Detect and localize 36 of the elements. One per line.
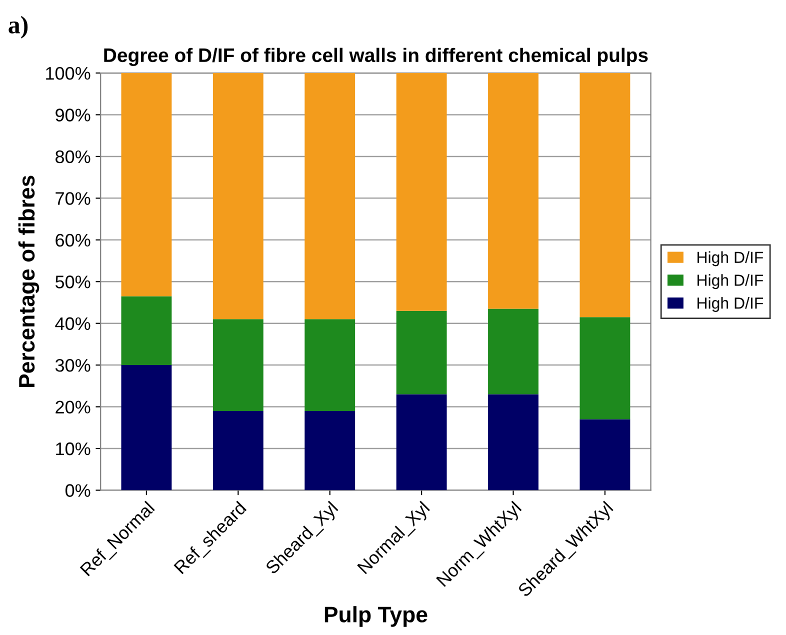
bar: [580, 73, 630, 318]
y-tick-label: 20%: [56, 400, 90, 414]
y-tick-label: 70%: [56, 192, 90, 205]
bar: [396, 73, 447, 311]
bar: [212, 73, 264, 320]
y-tick-label: 60%: [56, 234, 90, 247]
bar: [304, 73, 356, 320]
bar: [121, 73, 172, 296]
legend-label: High D/IF: [698, 251, 764, 266]
y-tick-label: 100%: [46, 66, 90, 80]
y-tick-label: 10%: [56, 442, 90, 456]
y-tick-label: 90%: [56, 108, 90, 122]
legend-label: High D/IF: [698, 297, 764, 312]
bar: [396, 310, 447, 394]
y-tick-label: 30%: [55, 358, 90, 372]
bar: [121, 296, 172, 366]
y-tick-label: 50%: [55, 276, 90, 288]
y-axis-title: Percentage of fibres: [18, 176, 40, 387]
bar: [121, 365, 172, 490]
bar: [304, 319, 356, 411]
chart-title: Degree of D/IF of fibre cell walls in different chemical pulps: [104, 48, 648, 66]
text: a): [8, 16, 28, 39]
bar: [580, 317, 630, 420]
bar: [304, 410, 356, 490]
x-axis-title: Pulp Type: [324, 606, 428, 627]
legend-label: High D/IF: [698, 274, 764, 290]
bar: [580, 419, 630, 490]
bar: [396, 394, 447, 490]
y-tick-label: 0%: [65, 484, 90, 497]
bar: [212, 319, 264, 411]
bar: [212, 410, 264, 490]
bar: [488, 73, 538, 309]
bar: [488, 394, 538, 490]
y-tick-label: 80%: [56, 150, 90, 164]
y-tick-label: 40%: [55, 317, 90, 330]
bar: [488, 308, 538, 394]
